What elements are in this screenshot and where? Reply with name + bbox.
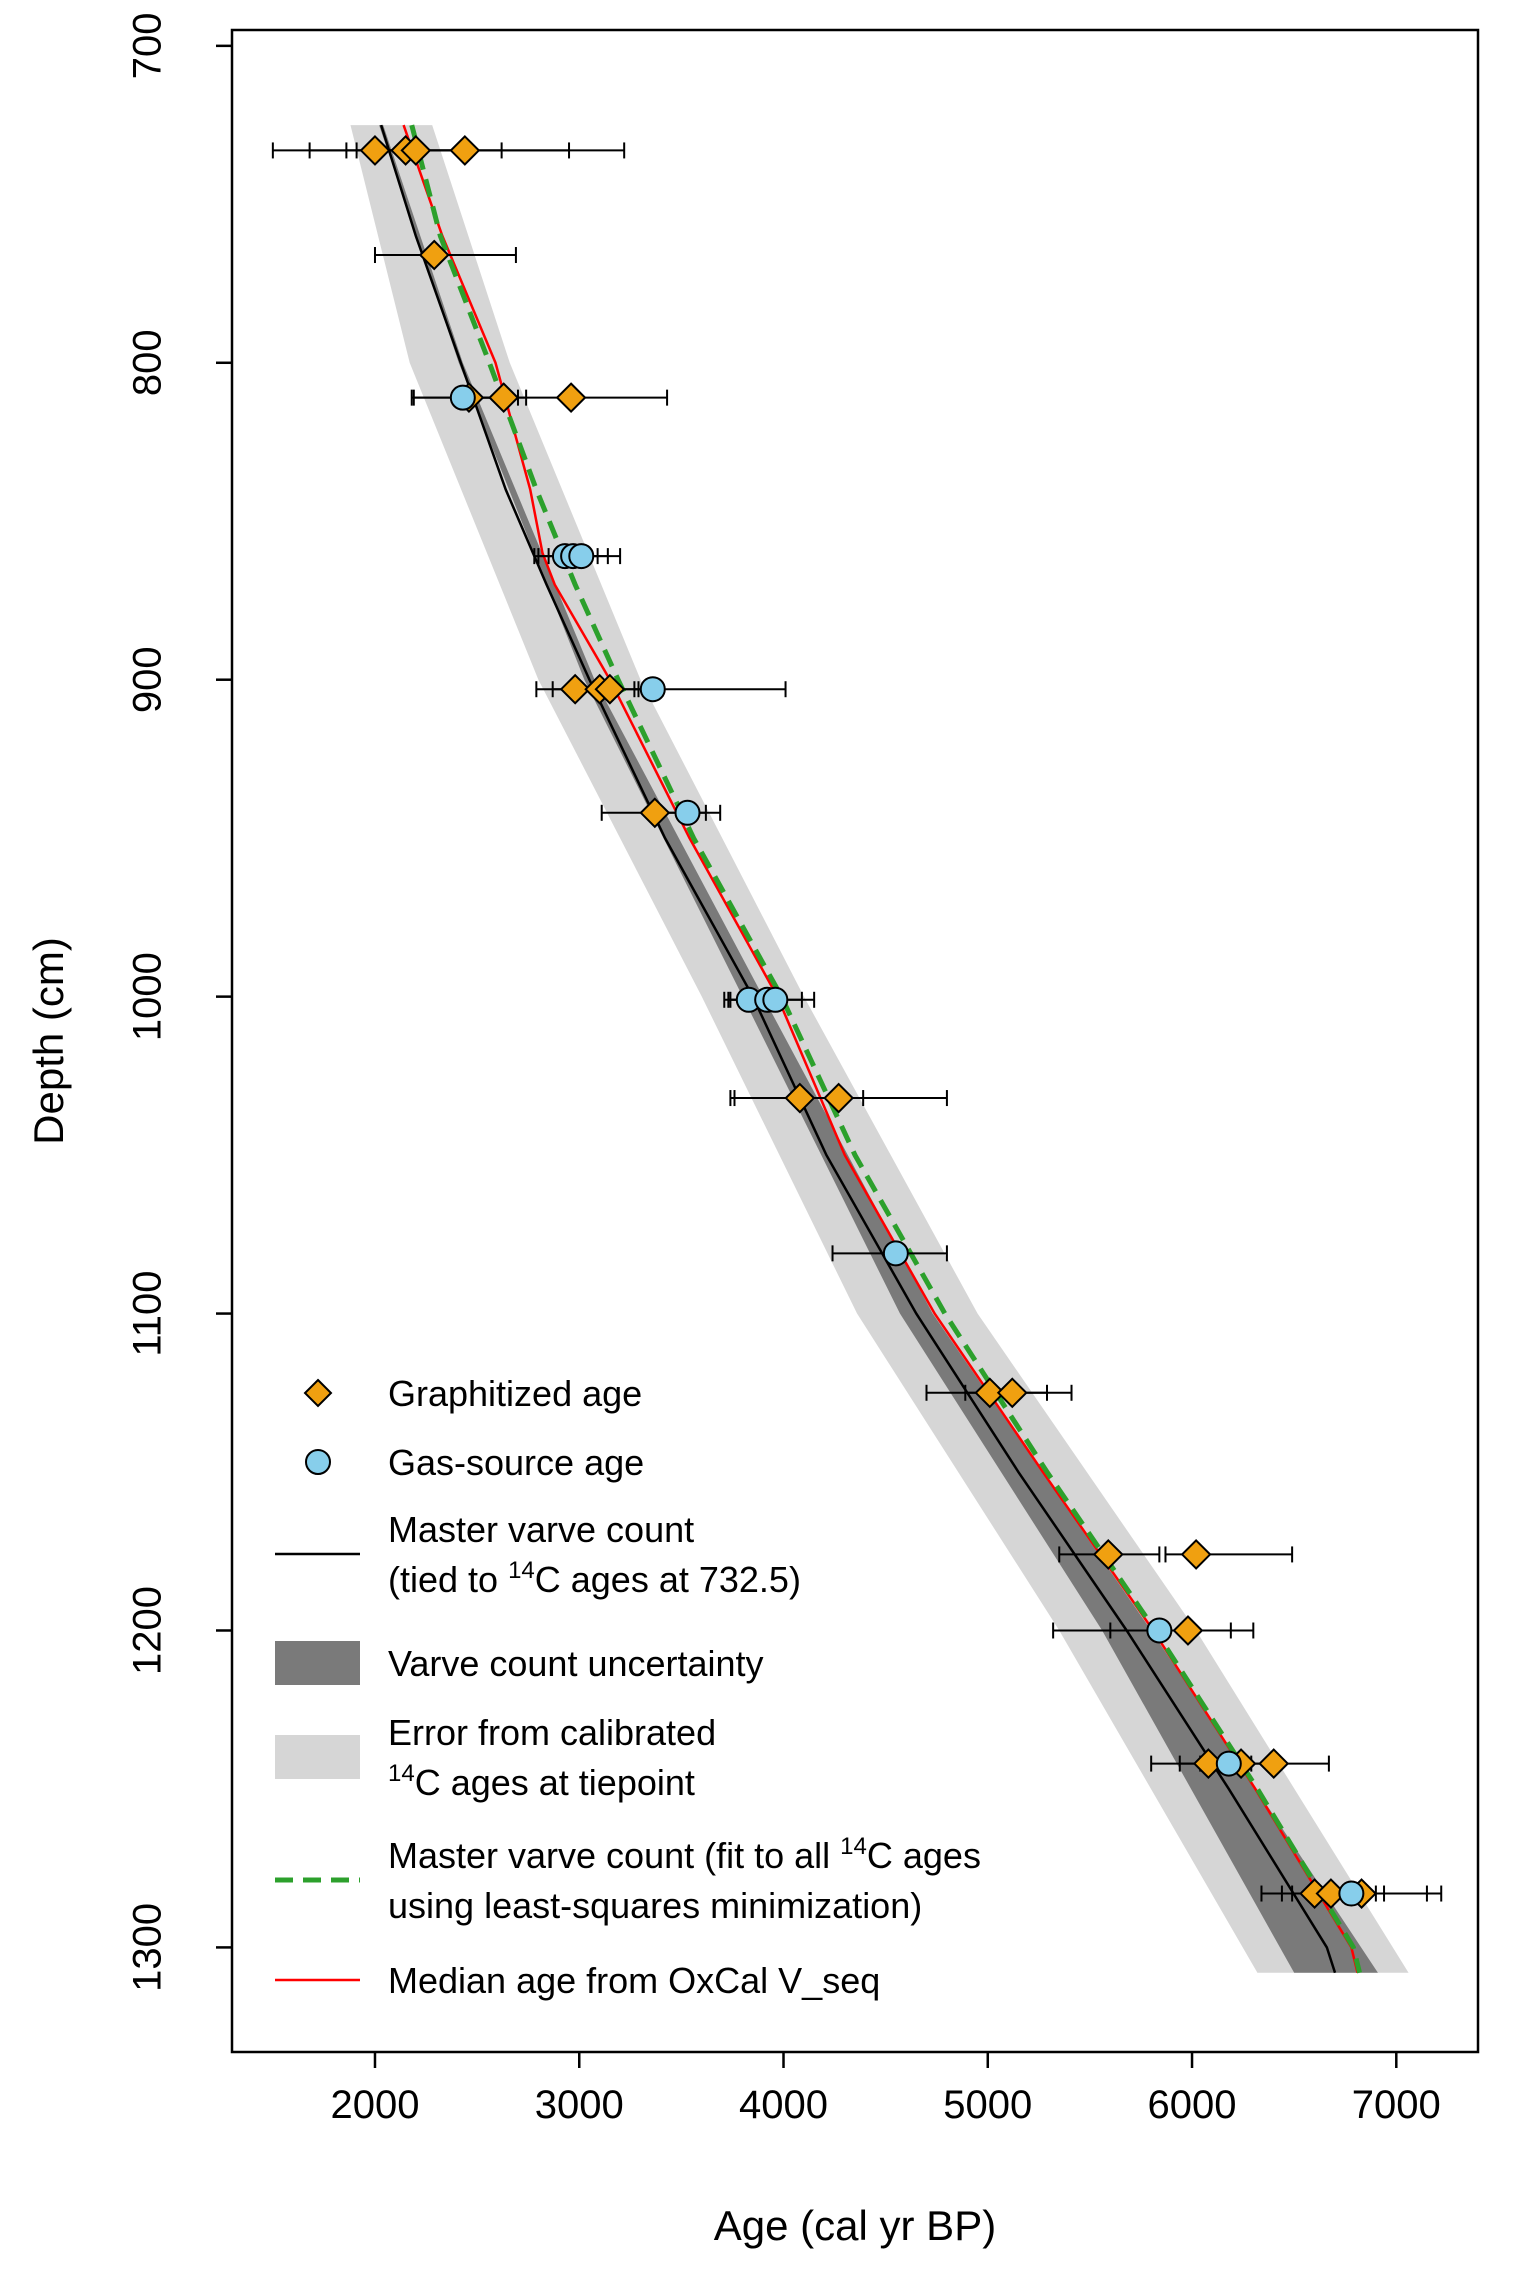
gas-source-point [449,384,476,411]
gas-source-point [1146,1617,1173,1644]
x-tick-label: 5000 [943,2083,1032,2127]
legend-item-varve-uncertainty: Varve count uncertainty [275,1641,764,1685]
legend-label: Varve count uncertainty [388,1643,764,1684]
graphitized-point [1172,1615,1204,1646]
gas-source-point [639,676,666,703]
legend-label: Graphitized age [388,1373,642,1414]
legend-band-symbol [275,1735,360,1779]
legend-item-graphitized: Graphitized age [303,1373,642,1414]
legend-item-oxcal: Median age from OxCal V_seq [275,1960,880,2001]
graphitized-point [823,1082,855,1114]
legend-diamond-symbol [303,1378,333,1408]
legend: Graphitized age Gas-source age Master varv… [275,1373,981,2001]
legend-band-symbol [275,1641,360,1685]
legend-label: Gas-source age [388,1442,644,1483]
legend-item-master-varve: Master varve count (tied to 14C ages at 7… [275,1509,801,1600]
legend-label: Error from calibrated [388,1712,716,1753]
graphitized-point [594,673,626,705]
graphitized-point [449,135,481,166]
graphitized-point [1180,1539,1212,1570]
x-tick-label: 2000 [330,2083,419,2127]
uncertainty-bands [350,125,1409,1973]
graphitized-point [359,135,391,166]
graphitized-point [784,1082,816,1114]
graphitized-point [639,797,671,829]
y-tick-label: 1200 [126,1586,170,1675]
y-tick-label: 1300 [126,1903,170,1992]
plot-frame [230,28,1480,2054]
x-tick-label: 6000 [1148,2083,1237,2127]
gas-source-point [1215,1750,1242,1777]
gas-source-point [674,799,701,826]
legend-label: Master varve count [388,1509,694,1550]
graphitized-point [559,673,591,705]
gas-source-point [568,543,595,570]
legend-item-least-squares: Master varve count (fit to all 14C ages u… [275,1833,981,1926]
y-tick-label: 900 [126,646,170,713]
calibrated-error-band [350,125,1409,1973]
legend-item-calibrated-error: Error from calibrated 14C ages at tiepoin… [275,1712,716,1803]
x-axis: 2000 3000 4000 5000 6000 7000 [330,2052,1441,2127]
gas-source-point [1338,1880,1365,1907]
graphitized-point [400,135,432,166]
legend-label: using least-squares minimization) [388,1885,922,1926]
legend-circle-symbol [305,1449,331,1475]
graphitized-point [1258,1748,1290,1780]
y-tick-label: 1000 [126,952,170,1041]
graphitized-point [974,1377,1006,1409]
data-points [271,135,1443,1909]
y-axis-label: Depth (cm) [25,937,72,1145]
legend-label: 14C ages at tiepoint [388,1760,695,1803]
legend-label: Master varve count (fit to all 14C ages [388,1833,981,1876]
x-tick-label: 3000 [535,2083,624,2127]
gas-source-point [762,986,789,1013]
graphitized-point [555,382,587,414]
legend-label: (tied to 14C ages at 732.5) [388,1557,801,1600]
graphitized-point [996,1377,1028,1409]
graphitized-point [418,239,450,271]
y-tick-label: 800 [126,329,170,396]
gas-source-point [882,1240,909,1267]
graphitized-point [1092,1539,1124,1570]
legend-label: Median age from OxCal V_seq [388,1960,880,2001]
y-tick-label: 1100 [126,1271,170,1357]
y-tick-label: 700 [126,12,170,79]
legend-item-gas-source: Gas-source age [305,1442,644,1483]
x-tick-label: 7000 [1352,2083,1441,2127]
x-tick-label: 4000 [739,2083,828,2127]
y-axis: 700 800 900 1000 1100 1200 1300 [126,12,232,1992]
x-axis-label: Age (cal yr BP) [714,2202,996,2249]
graphitized-point [488,382,520,414]
